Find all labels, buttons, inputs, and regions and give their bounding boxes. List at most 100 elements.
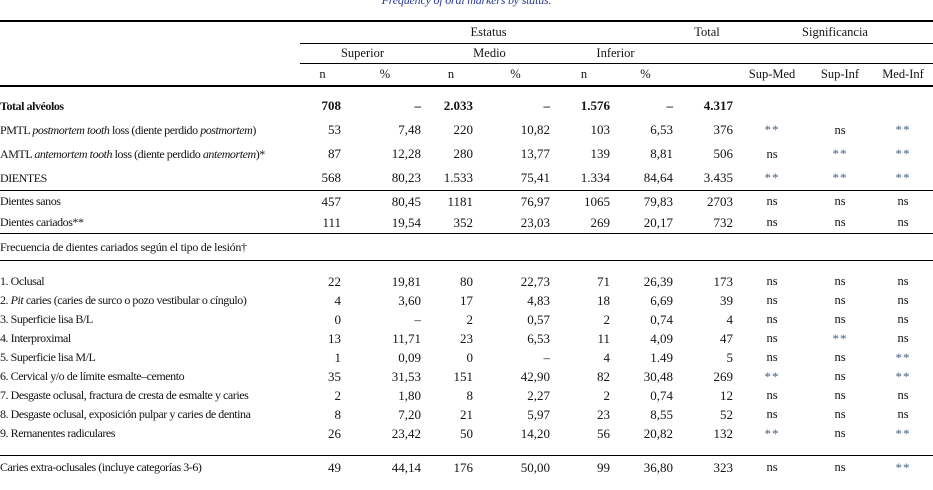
cell-sig-sup-med	[737, 86, 807, 118]
cell-inf-pct: 8,81	[650, 146, 674, 161]
header-sup-med: Sup-Med	[737, 63, 808, 87]
cell-med-n: 2.033	[443, 98, 473, 113]
cell-inf-pct: 1.49	[650, 349, 674, 365]
cell-total: 732	[677, 212, 738, 234]
table-row: 7. Desgaste oclusal, fractura de cresta …	[0, 386, 933, 405]
cell-sup-n: 22	[328, 273, 341, 289]
cell-total: 12	[720, 387, 734, 403]
cell-sup-n: 13	[328, 330, 341, 346]
header-empty-cell	[737, 43, 933, 64]
row-label: AMTL antemortem tooth loss (diente perdi…	[0, 146, 265, 161]
cell-inf-pct: 4,09	[650, 330, 674, 346]
cell-sig-sup-med: ns	[766, 350, 778, 364]
cell-sig-med-inf: ns	[897, 194, 909, 208]
cell-inf-n: 2	[603, 311, 611, 327]
cell-total: 506	[713, 146, 734, 161]
cell-inf-pct: 30,48	[643, 368, 674, 384]
cell-med-n: 176	[425, 455, 477, 490]
cell-sig-sup-med: ns	[737, 212, 808, 234]
cell-med-pct: 4,83	[527, 292, 550, 308]
cell-sig-med-inf: **	[895, 368, 911, 384]
table-row: 4. Interproximal 13 11,71 23 6,53 11 4,09 47 ns *…	[0, 329, 933, 348]
cell-med-n: 1.533	[425, 166, 477, 191]
cell-med-pct: –	[543, 98, 551, 113]
cell-med-n: 80	[460, 273, 473, 289]
cell-inf-n: 71	[597, 273, 610, 289]
cell-sup-pct: 1,80	[398, 387, 421, 403]
cell-total: 2703	[707, 193, 734, 209]
cell-sup-n: 2	[334, 387, 342, 403]
cell-med-n: 23	[460, 330, 473, 346]
cell-med-pct: 2,27	[527, 387, 550, 403]
cell-inf-n: 56	[554, 424, 614, 456]
row-label: Caries extra-oclusales (incluye categorí…	[0, 455, 300, 490]
cell-total: 323	[677, 455, 738, 490]
cell-sup-n: 111	[300, 212, 345, 234]
cell-inf-n: 1.576	[580, 98, 610, 113]
header-empty-cell	[0, 63, 300, 87]
cell-med-pct: 6,53	[527, 330, 550, 346]
cell-inf-n: 11	[597, 330, 610, 346]
cell-sup-pct: 0,09	[398, 349, 421, 365]
cell-med-n: 151	[453, 368, 474, 384]
cell-inf-pct: 84,64	[614, 166, 678, 191]
header-empty-cell	[0, 20, 300, 44]
table-row: 3. Superficie lisa B/L 0 – 2 0,57 2 0,74 4 ns ns n…	[0, 310, 933, 329]
cell-inf-n: 23	[597, 406, 610, 422]
header-significancia: Significancia	[737, 20, 933, 44]
table-row: Caries extra-oclusales (incluye categorí…	[0, 455, 933, 490]
cell-sig-sup-med: **	[737, 424, 808, 456]
table-row: Dientes cariados** 111 19,54 352 23,03 269 20,…	[0, 212, 933, 234]
cell-sig-med-inf: **	[895, 349, 911, 365]
cell-sup-n: 87	[328, 146, 341, 161]
table-row: 6. Cervical y/o de límite esmalte–cement…	[0, 367, 933, 386]
cell-sig-sup-med: ns	[766, 331, 778, 345]
row-label: 8. Desgaste oclusal, exposición pulpar y…	[0, 407, 251, 421]
cell-sig-med-inf: ns	[897, 293, 909, 307]
cell-sup-n: 1	[334, 349, 342, 365]
table-title: Frequency of oral markers by status.	[381, 0, 552, 7]
cell-inf-pct: 26,39	[643, 273, 674, 289]
cell-sup-pct: 44,14	[345, 455, 425, 490]
cell-inf-pct: 0,74	[650, 387, 674, 403]
header-inferior: Inferior	[554, 43, 678, 64]
cell-sup-n: 26	[300, 424, 345, 456]
cell-sup-n: 0	[334, 311, 342, 327]
cell-total: 52	[720, 406, 734, 422]
header-sup-inf: Sup-Inf	[807, 63, 874, 87]
cell-sig-med-inf: **	[895, 146, 911, 161]
table-row: 9. Remanentes radiculares 26 23,42 50 14,20 5…	[0, 424, 933, 456]
cell-med-pct: 14,20	[477, 424, 554, 456]
cell-sig-sup-med: **	[764, 368, 780, 384]
cell-inf-pct: 20,17	[614, 212, 678, 234]
row-label: PMTL postmortem tooth loss (diente perdi…	[0, 122, 256, 137]
cell-med-pct: 50,00	[477, 455, 554, 490]
cell-sup-n: 4	[334, 292, 342, 308]
cell-inf-pct: 0,74	[650, 311, 674, 327]
cell-total: 132	[677, 424, 738, 456]
cell-med-pct: 76,97	[520, 193, 550, 209]
cell-sig-sup-med: ns	[766, 146, 778, 161]
cell-inf-n: 1.334	[554, 166, 614, 191]
cell-med-n: 50	[425, 424, 477, 456]
header-row-measures: n % n % n % Sup-Med Sup-Inf Med-Inf	[0, 63, 933, 87]
header-empty-cell	[677, 43, 738, 64]
cell-inf-n: 82	[597, 368, 610, 384]
cell-inf-pct: 6,69	[650, 292, 674, 308]
cell-sig-sup-inf: ns	[834, 369, 846, 383]
cell-sig-sup-med: ns	[766, 194, 778, 208]
cell-inf-pct: 6,53	[650, 122, 674, 137]
table-body: Total alvéolos 708 – 2.033 – 1.576 – 4.317 PMTL …	[0, 86, 933, 490]
cell-sig-sup-inf	[807, 86, 873, 118]
header-estatus: Estatus	[300, 20, 678, 44]
cell-sup-pct: 80,23	[345, 166, 425, 191]
table-row: 8. Desgaste oclusal, exposición pulpar y…	[0, 405, 933, 424]
cell-sig-med-inf: ns	[897, 407, 909, 421]
cell-sup-n: 568	[300, 166, 345, 191]
cell-sig-med-inf: **	[873, 455, 933, 490]
cell-inf-n: 99	[554, 455, 614, 490]
cell-sig-sup-med: ns	[766, 407, 778, 421]
cell-total: 39	[720, 292, 734, 308]
cell-sig-sup-inf: **	[832, 330, 848, 346]
cell-sig-sup-inf: ns	[834, 407, 846, 421]
